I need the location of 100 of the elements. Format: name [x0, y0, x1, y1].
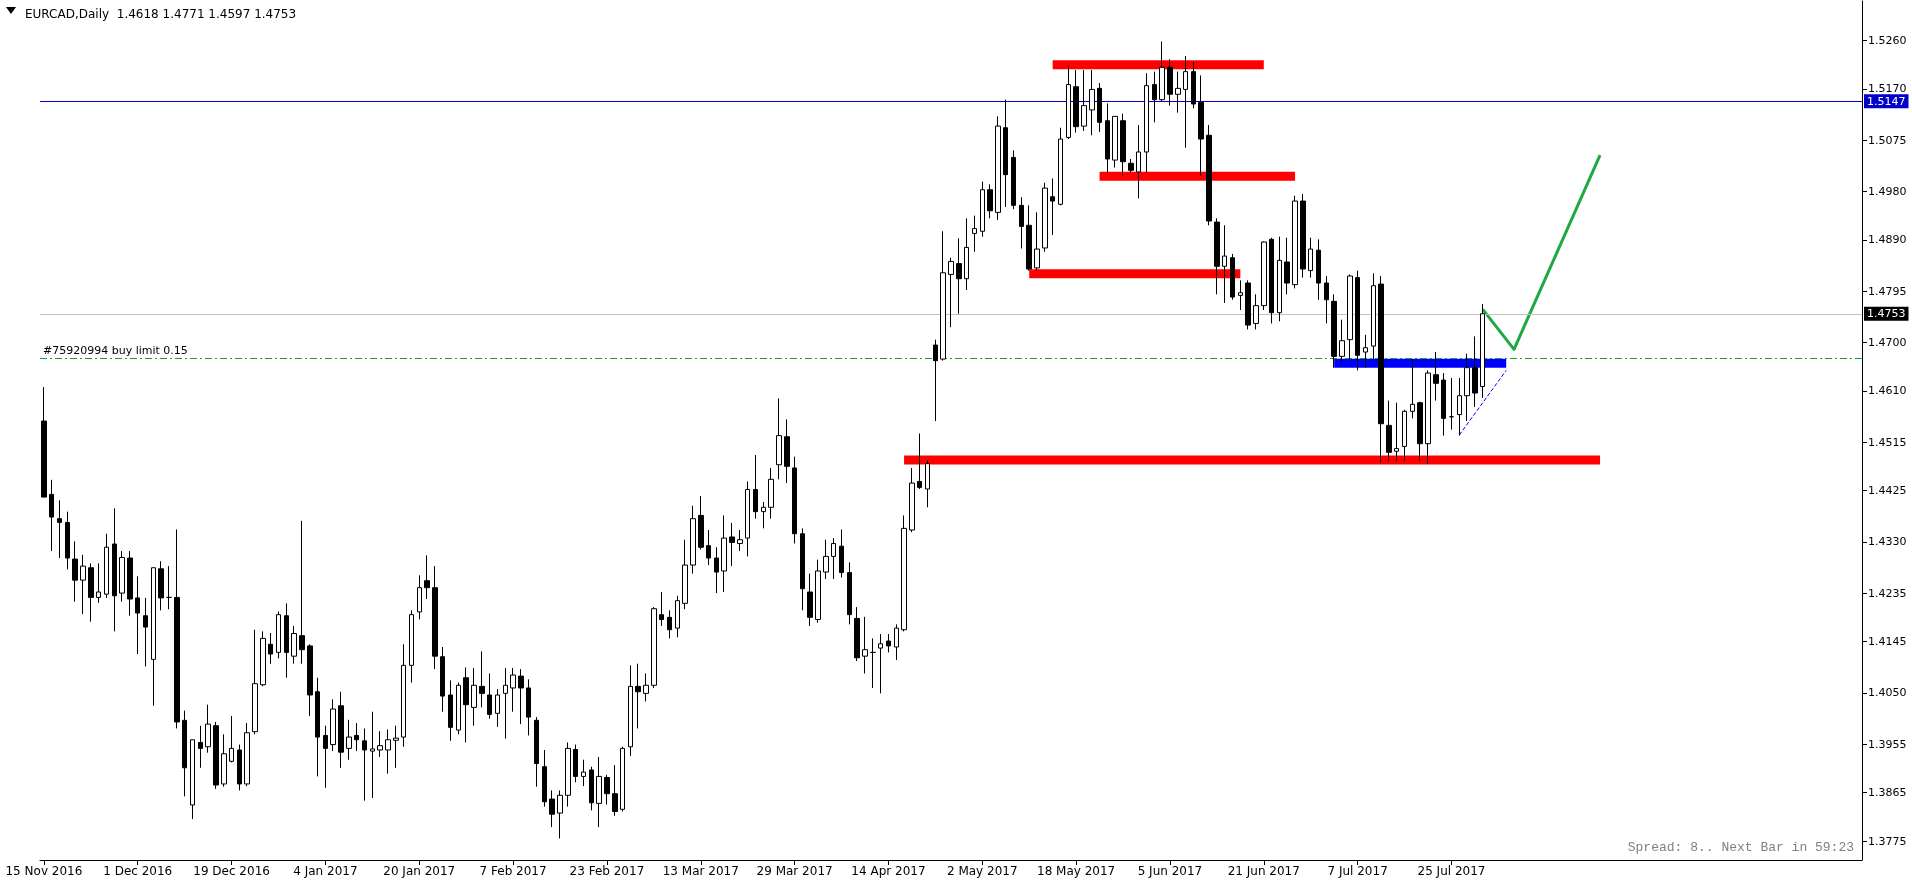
candlestick — [667, 609, 672, 639]
y-tick-label: 1.4515 — [1868, 435, 1907, 449]
candlestick — [1120, 113, 1126, 177]
candlestick — [721, 514, 727, 593]
candlestick — [1371, 272, 1376, 360]
candlestick — [401, 643, 406, 748]
candlestick — [1425, 369, 1431, 465]
candlestick — [299, 520, 305, 665]
x-tick-label: 20 Jan 2017 — [383, 864, 456, 878]
candlestick — [745, 480, 750, 557]
candlestick — [682, 539, 688, 610]
candlestick — [933, 339, 938, 422]
candlestick — [80, 554, 86, 615]
candlestick — [252, 629, 258, 735]
candlestick — [1011, 149, 1016, 210]
x-tick-label: 7 Jul 2017 — [1327, 864, 1388, 878]
candlestick — [1402, 409, 1407, 462]
candlestick — [1292, 195, 1298, 289]
candlestick — [1417, 401, 1423, 462]
candlestick — [276, 610, 281, 659]
candlestick — [463, 666, 469, 743]
y-tick-label: 1.4425 — [1868, 484, 1907, 498]
candlestick — [377, 730, 383, 758]
candlestick — [917, 432, 922, 490]
candlestick — [753, 454, 758, 520]
x-tick-label: 15 Nov 2016 — [5, 864, 83, 878]
candlestick — [338, 691, 344, 769]
candlestick — [291, 625, 297, 665]
candlestick — [104, 533, 109, 599]
candlestick — [1378, 275, 1384, 464]
candlestick — [307, 643, 313, 717]
candlestick — [714, 546, 719, 594]
candlestick — [518, 668, 524, 725]
candlestick — [1066, 65, 1071, 140]
y-tick-label: 1.5170 — [1868, 82, 1907, 96]
candlestick — [151, 567, 156, 707]
candlestick — [589, 766, 594, 811]
candlestick — [1331, 293, 1337, 369]
candlestick — [1394, 402, 1399, 462]
y-tick-label: 1.3955 — [1868, 737, 1907, 751]
y-tick-label: 1.4330 — [1868, 535, 1907, 549]
candlestick — [690, 505, 696, 575]
candlestick — [65, 511, 70, 570]
candlestick — [1441, 372, 1446, 437]
candlestick — [49, 479, 54, 552]
candlestick — [1347, 273, 1353, 360]
candlestick — [166, 565, 172, 610]
candlestick — [635, 663, 641, 729]
candlestick — [88, 562, 94, 623]
candlestick — [174, 528, 180, 729]
candlestick — [737, 529, 743, 552]
candlestick — [620, 746, 625, 812]
candlestick — [886, 633, 891, 653]
candlestick — [385, 729, 391, 775]
y-tick-label: 1.4890 — [1868, 233, 1907, 247]
x-tick-label: 25 Jul 2017 — [1417, 864, 1486, 878]
candlestick — [549, 789, 555, 828]
candlestick — [1386, 400, 1392, 462]
candlestick — [229, 715, 234, 763]
candlestick — [41, 386, 47, 498]
candlestick — [1277, 236, 1282, 322]
candlestick — [190, 739, 195, 820]
candlestick — [1449, 377, 1454, 431]
candlestick — [1269, 237, 1274, 324]
x-tick-label: 29 Mar 2017 — [756, 864, 833, 878]
x-tick-label: 1 Dec 2016 — [103, 864, 173, 878]
y-tick-label: 1.3865 — [1868, 786, 1907, 800]
candlestick — [807, 573, 813, 627]
candlestick — [143, 597, 148, 667]
ref-line-label: 1.5147 — [1867, 94, 1906, 108]
candlestick — [1136, 124, 1141, 199]
candlestick — [362, 727, 367, 802]
candlestick — [854, 606, 860, 662]
candlestick — [706, 529, 711, 566]
candlestick — [510, 667, 516, 713]
annotation: Spread: 8.. Next Bar in 59:23 — [1627, 840, 1855, 855]
candlestick — [424, 554, 430, 600]
x-tick-label: 13 Mar 2017 — [662, 864, 739, 878]
candlestick — [1183, 55, 1188, 149]
candlestick — [612, 764, 618, 817]
candlestick — [909, 467, 915, 533]
candlestick — [768, 467, 774, 520]
candlestick — [330, 698, 336, 752]
candlestick — [1034, 211, 1040, 272]
candlestick — [557, 789, 563, 839]
candlestick — [221, 733, 227, 788]
candlestick — [526, 678, 531, 736]
candlestick — [346, 719, 352, 761]
candlestick — [1097, 82, 1102, 133]
candlestick — [800, 527, 805, 611]
candlestick — [1144, 72, 1149, 174]
candlestick — [1284, 237, 1290, 295]
candlestick — [1214, 217, 1220, 295]
candlestick — [1457, 377, 1462, 437]
candlestick — [284, 602, 289, 679]
candlestick — [1073, 69, 1079, 134]
y-tick-label: 1.4795 — [1868, 284, 1907, 298]
candlestick — [1316, 238, 1321, 301]
candlestick — [1198, 74, 1204, 177]
text: EURCAD,Daily 1.4618 1.4771 1.4597 1.4753 — [25, 7, 297, 21]
